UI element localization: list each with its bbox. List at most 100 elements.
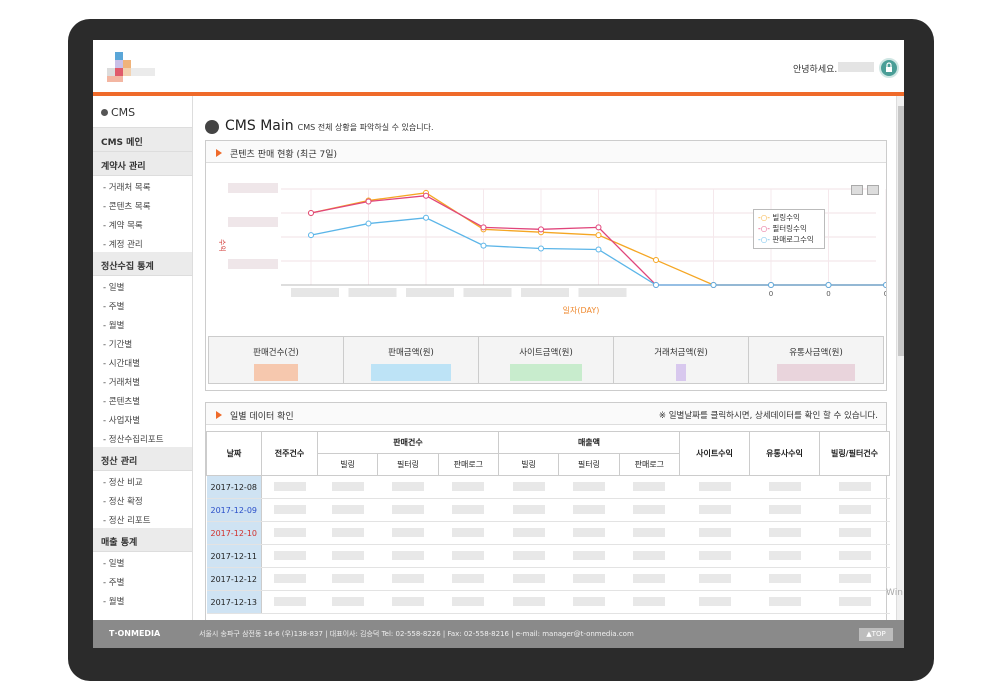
- stat-value-redacted: [777, 364, 855, 381]
- sidebar: CMS CMS 메인 계약사 관리 - 거래처 목록 - 콘텐츠 목록 - 계약 목록 -…: [93, 96, 193, 620]
- value-cell-redacted: [317, 567, 378, 591]
- data-point: [423, 214, 429, 221]
- date-cell[interactable]: 2017-12-10: [206, 521, 262, 545]
- value-cell-redacted: [619, 521, 680, 545]
- data-point: [595, 224, 602, 231]
- sidebar-item[interactable]: - 정산수집리포트: [103, 435, 164, 445]
- y-tick-label-redacted: [228, 259, 278, 269]
- sidebar-item[interactable]: - 일별: [103, 559, 125, 569]
- sidebar-section[interactable]: 계약사 관리: [93, 152, 192, 176]
- x-tick-label-redacted: [406, 288, 454, 297]
- sidebar-item[interactable]: - 기간별: [103, 340, 133, 350]
- value-cell-redacted: [438, 590, 499, 614]
- back-to-top-button[interactable]: ▲TOP: [859, 628, 893, 641]
- value-cell-redacted: [377, 567, 439, 591]
- header-accent-bar: [93, 92, 904, 96]
- sidebar-section[interactable]: CMS 메인: [93, 128, 192, 152]
- value-cell-redacted: [317, 498, 378, 522]
- date-cell[interactable]: 2017-12-08: [206, 475, 262, 499]
- table-row: 2017-12-08: [206, 475, 890, 499]
- value-cell-redacted: [819, 521, 890, 545]
- scrollbar-thumb[interactable]: [898, 106, 904, 356]
- stat-value-redacted: [676, 364, 686, 381]
- data-point: [653, 257, 659, 264]
- stat-cell: 판매건수(건): [209, 337, 344, 383]
- value-cell-redacted: [619, 567, 680, 591]
- legend-entry: -○- 빌링수익: [758, 213, 800, 222]
- value-cell-redacted: [819, 475, 890, 499]
- x-tick-label-redacted: [578, 288, 627, 297]
- sales-line-chart: 0 0 0 일자(DAY) 수익: [218, 183, 886, 315]
- value-cell-redacted: [619, 544, 680, 568]
- value-cell-redacted: [679, 567, 750, 591]
- sidebar-item[interactable]: - 월별: [103, 597, 125, 607]
- page-title: CMS Main CMS 전체 상황을 파악하실 수 있습니다.: [225, 118, 434, 134]
- stat-cell: 거래처금액(원): [614, 337, 749, 383]
- data-point: [883, 282, 886, 288]
- sidebar-item[interactable]: - 정산 확정: [103, 497, 143, 507]
- col-header: 빌링/필터건수: [819, 431, 890, 476]
- sidebar-section[interactable]: 정산수집 통계: [93, 252, 192, 276]
- legend-entry: -○- 필터링수익: [758, 224, 807, 233]
- sidebar-item[interactable]: - 사업자별: [103, 416, 141, 426]
- value-cell-redacted: [819, 498, 890, 522]
- date-cell[interactable]: 2017-12-09: [206, 498, 262, 522]
- legend-entry: -○- 판매로그수익: [758, 235, 814, 244]
- sidebar-section[interactable]: 정산 관리: [93, 447, 192, 471]
- date-cell[interactable]: 2017-12-13: [206, 590, 262, 614]
- sidebar-section[interactable]: 매출 통계: [93, 528, 192, 552]
- date-cell[interactable]: 2017-12-11: [206, 544, 262, 568]
- sub-header: 필터링: [558, 453, 620, 476]
- download-icon[interactable]: [867, 185, 879, 195]
- value-cell-redacted: [558, 567, 620, 591]
- sidebar-item[interactable]: - 계약 목록: [103, 221, 143, 231]
- sidebar-item[interactable]: - 주별: [103, 578, 125, 588]
- triangle-icon: [216, 149, 222, 157]
- sidebar-title: CMS: [93, 96, 192, 128]
- data-point: [595, 246, 602, 253]
- sub-header: 판매로그: [618, 453, 681, 476]
- sidebar-item[interactable]: - 주별: [103, 302, 125, 312]
- y-tick-label-redacted: [228, 217, 278, 227]
- sidebar-item[interactable]: - 콘텐츠별: [103, 397, 141, 407]
- sidebar-item[interactable]: - 계정 관리: [103, 240, 143, 250]
- col-header: 전주건수: [261, 431, 318, 476]
- sidebar-item[interactable]: - 거래처 목록: [103, 183, 151, 193]
- value-cell-redacted: [498, 521, 559, 545]
- sub-header: 판매로그: [437, 453, 499, 476]
- date-cell[interactable]: 2017-12-12: [206, 567, 262, 591]
- value-cell-redacted: [749, 498, 820, 522]
- data-point: [768, 282, 774, 288]
- sidebar-item[interactable]: - 일별: [103, 283, 125, 293]
- value-cell-redacted: [261, 498, 318, 522]
- value-cell-redacted: [558, 498, 620, 522]
- value-cell-redacted: [558, 475, 620, 499]
- lock-icon[interactable]: [879, 58, 899, 78]
- sidebar-item[interactable]: - 시간대별: [103, 359, 141, 369]
- x-tick-label: 0: [884, 290, 886, 298]
- daily-data-panel: 일별 데이터 확인 ※ 일별날짜를 클릭하시면, 상세데이터를 확인 할 수 있…: [205, 402, 890, 620]
- gear-icon: [101, 109, 108, 116]
- logo: [101, 52, 165, 84]
- data-point: [365, 198, 372, 205]
- sidebar-item[interactable]: - 월별: [103, 321, 125, 331]
- value-cell-redacted: [679, 590, 750, 614]
- table-row: 2017-12-09: [206, 498, 890, 522]
- value-cell-redacted: [819, 567, 890, 591]
- data-point: [825, 282, 832, 288]
- sidebar-item[interactable]: - 정산 비교: [103, 478, 143, 488]
- sidebar-item[interactable]: - 거래처별: [103, 378, 141, 388]
- x-tick-label-redacted: [463, 288, 512, 297]
- value-cell-redacted: [377, 590, 439, 614]
- print-icon[interactable]: [851, 185, 863, 195]
- value-cell-redacted: [679, 498, 750, 522]
- sidebar-item[interactable]: - 콘텐츠 목록: [103, 202, 151, 212]
- value-cell-redacted: [377, 521, 439, 545]
- daily-data-title: 일별 데이터 확인: [230, 412, 294, 422]
- data-point: [365, 220, 372, 227]
- sub-header: 빌링: [497, 453, 560, 476]
- sidebar-item[interactable]: - 정산 리포트: [103, 516, 151, 526]
- x-axis-label: 일자(DAY): [563, 306, 600, 315]
- vertical-scrollbar[interactable]: [896, 96, 904, 620]
- value-cell-redacted: [749, 567, 820, 591]
